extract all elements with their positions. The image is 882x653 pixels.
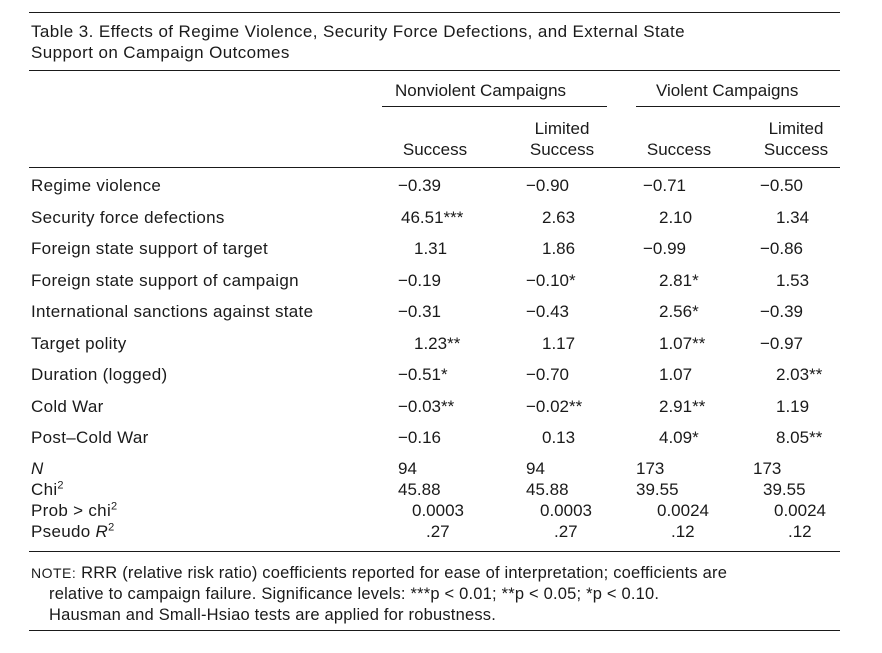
table-cell: 1.86 [542,239,576,258]
table-cell: 1.19 [776,397,810,416]
table-cell: −0.39 [398,176,442,195]
stat-cell: 39.55 [763,480,806,499]
group-rule-nonviolent [382,106,607,107]
stat-cell: 0.0003 [540,501,592,520]
table-cell: 1.23** [414,334,461,353]
table-cell: 8.05** [776,428,823,447]
table-cell: 1.07 [659,365,693,384]
row-label: Cold War [31,397,104,416]
col-header-line2: Success [402,140,468,159]
table-cell: −0.31 [398,302,442,321]
note-text-line3: Hausman and Small-Hsiao tests are applie… [49,606,497,624]
table-cell: 2.10 [659,208,693,227]
group-header-nonviolent: Nonviolent Campaigns [395,81,567,100]
table-cell: 1.34 [776,208,810,227]
body-end-rule [29,551,840,552]
col-header-line1: Limited [768,119,824,138]
stat-label-prob: Prob > chi2 [31,500,118,520]
col-header-line2: Success [763,140,829,159]
table-cell: −0.90 [526,176,570,195]
col-header-line2: Success [529,140,595,159]
table-cell: 2.63 [542,208,576,227]
table-cell: −0.50 [760,176,804,195]
stat-cell: .12 [671,522,695,541]
table-cell: −0.97 [760,334,804,353]
table-cell: −0.19 [398,271,442,290]
stat-cell: .12 [788,522,812,541]
group-header-violent: Violent Campaigns [656,81,799,100]
row-label: Security force defections [31,208,225,227]
table-cell: 4.09* [659,428,699,447]
stat-cell: 173 [636,459,665,478]
title-rule [29,70,840,71]
table-cell: 2.03** [776,365,823,384]
stat-cell: .27 [426,522,450,541]
stat-cell: 94 [526,459,545,478]
note-text-line1: RRR (relative risk ratio) coefficients r… [81,564,728,582]
note-prefix: NOTE: [31,565,77,581]
row-label: International sanctions against state [31,302,314,321]
stat-label-n: N [31,459,44,478]
stat-cell: 45.88 [526,480,569,499]
top-rule [29,12,840,13]
table-cell: −0.99 [643,239,687,258]
table-cell: −0.39 [760,302,804,321]
table-cell: 2.56* [659,302,699,321]
table-title-line2: Support on Campaign Outcomes [31,43,290,62]
stat-cell: 45.88 [398,480,441,499]
table-cell: 0.13 [542,428,576,447]
table-cell: −0.51* [398,365,448,384]
table-cell: −0.70 [526,365,570,384]
stat-label-pseudo-r2: Pseudo R2 [31,521,115,541]
row-label: Foreign state support of target [31,239,269,258]
row-label: Regime violence [31,176,162,195]
table-note: NOTE: RRR (relative risk ratio) coeffici… [31,563,843,626]
stat-cell: 0.0024 [657,501,709,520]
group-rule-violent [636,106,840,107]
bottom-rule [29,630,840,631]
table-cell: 2.81* [659,271,699,290]
stat-cell: 173 [753,459,782,478]
stat-cell: 39.55 [636,480,679,499]
row-label: Duration (logged) [31,365,168,384]
header-rule [29,167,840,168]
table-title-line1: Table 3. Effects of Regime Violence, Sec… [31,22,685,41]
table-cell: −0.03** [398,397,455,416]
table-cell: −0.43 [526,302,570,321]
table-cell: 46.51*** [401,208,464,227]
table-cell: 2.91** [659,397,706,416]
stat-cell: 94 [398,459,417,478]
col-header-line1: Limited [534,119,590,138]
table-cell: 1.17 [542,334,576,353]
table-cell: −0.10* [526,271,576,290]
table-cell: −0.71 [643,176,687,195]
row-label: Post–Cold War [31,428,149,447]
stat-cell: 0.0003 [412,501,464,520]
note-text-line2: relative to campaign failure. Significan… [49,585,660,603]
row-label: Foreign state support of campaign [31,271,299,290]
stat-label-chi2: Chi2 [31,479,64,499]
stat-cell: 0.0024 [774,501,826,520]
table-cell: −0.02** [526,397,583,416]
table-cell: 1.31 [414,239,448,258]
table-cell: −0.16 [398,428,442,447]
table-cell: 1.07** [659,334,706,353]
table-cell: 1.53 [776,271,810,290]
row-label: Target polity [31,334,127,353]
stat-cell: .27 [554,522,578,541]
table-cell: −0.86 [760,239,804,258]
col-header-line2: Success [646,140,712,159]
